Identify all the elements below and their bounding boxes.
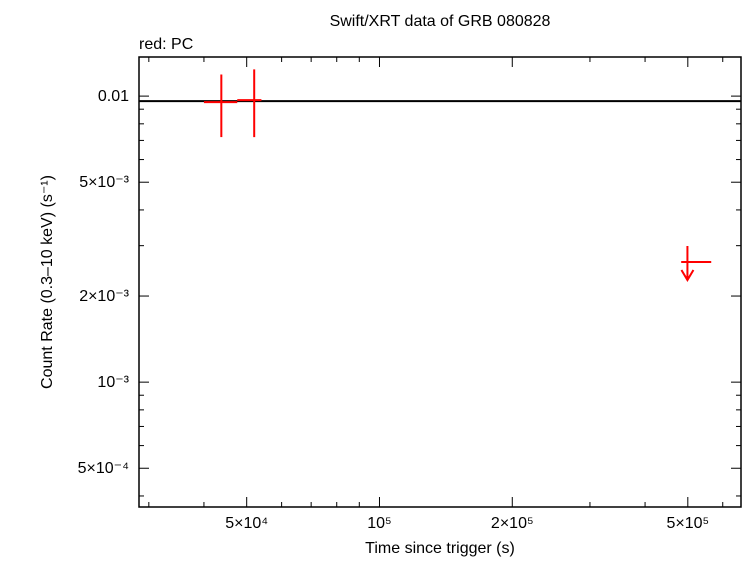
chart-title: Swift/XRT data of GRB 080828 [330,13,551,30]
x-tick-label: 5×10⁴ [225,515,268,532]
plot-frame [138,56,742,508]
y-tick-label: 5×10⁻⁴ [78,460,129,477]
y-axis-label: Count Rate (0.3–10 keV) (s⁻¹) [39,175,56,389]
x-tick-label: 10⁵ [367,515,391,532]
legend-text: red: PC [139,36,193,53]
x-tick-label: 2×10⁵ [491,515,534,532]
y-tick-label: 5×10⁻³ [79,174,129,191]
upper-limit-arrow [680,246,695,282]
y-tick-label: 10⁻³ [97,374,129,391]
y-tick-label: 2×10⁻³ [79,288,129,305]
x-tick-label: 5×10⁵ [666,515,709,532]
y-tick-label: 0.01 [98,88,129,105]
x-axis-label: Time since trigger (s) [365,540,515,557]
